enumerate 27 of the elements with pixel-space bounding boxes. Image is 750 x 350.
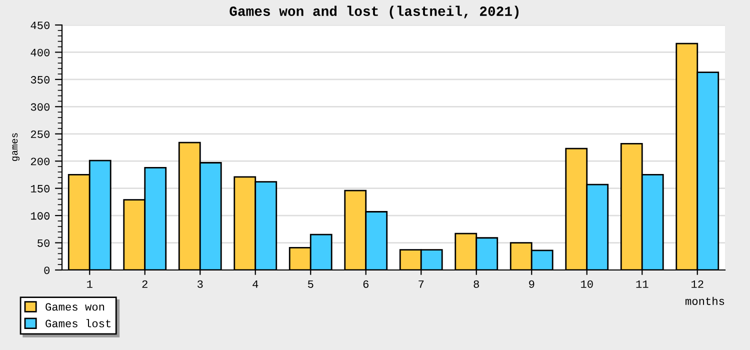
x-tick-label: 8 bbox=[474, 280, 479, 288]
y-tick-label: 450 bbox=[30, 22, 50, 30]
y-axis-title: games bbox=[12, 133, 20, 161]
x-tick-label: 1 bbox=[87, 280, 92, 288]
x-tick-label: 11 bbox=[636, 280, 648, 288]
x-tick-label: 4 bbox=[252, 280, 258, 288]
y-tick-label: 250 bbox=[30, 130, 50, 138]
x-tick-label: 7 bbox=[418, 280, 424, 288]
legend-label: Games won bbox=[46, 303, 104, 311]
x-tick-label: 5 bbox=[308, 280, 314, 288]
y-tick-label: 400 bbox=[30, 48, 50, 56]
legend-label: Games lost bbox=[46, 319, 111, 328]
x-tick-label: 9 bbox=[529, 280, 534, 288]
y-tick-label: 0 bbox=[44, 266, 50, 274]
x-tick-label: 10 bbox=[581, 280, 593, 288]
x-tick-label: 12 bbox=[692, 280, 704, 288]
y-tick-label: 200 bbox=[30, 158, 50, 166]
y-tick-label: 100 bbox=[30, 212, 50, 220]
y-tick-label: 350 bbox=[30, 76, 50, 84]
y-tick-label: 150 bbox=[30, 184, 50, 192]
y-tick-label: 300 bbox=[30, 103, 50, 111]
x-tick-label: 2 bbox=[142, 280, 148, 288]
y-tick-label: 50 bbox=[38, 239, 50, 247]
chart-title: Games won and lost (lastneil, 2021) bbox=[230, 6, 519, 19]
x-tick-label: 6 bbox=[363, 280, 368, 288]
x-tick-label: 3 bbox=[197, 280, 203, 288]
x-axis-title: months bbox=[686, 296, 724, 305]
